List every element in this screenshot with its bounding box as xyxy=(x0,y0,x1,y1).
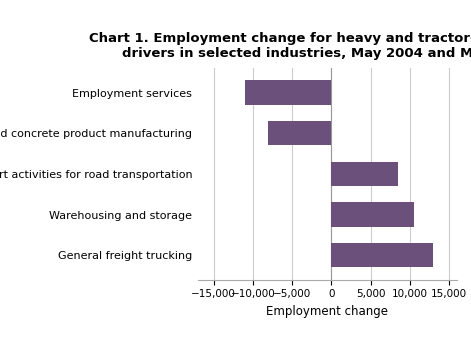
Bar xyxy=(331,162,398,186)
X-axis label: Employment change: Employment change xyxy=(266,305,389,318)
Title: Chart 1. Employment change for heavy and tractor-trailer truck
drivers in select: Chart 1. Employment change for heavy and… xyxy=(89,32,471,60)
Bar xyxy=(331,243,433,267)
Bar xyxy=(268,121,331,146)
Bar xyxy=(245,80,331,105)
Bar xyxy=(331,202,414,227)
